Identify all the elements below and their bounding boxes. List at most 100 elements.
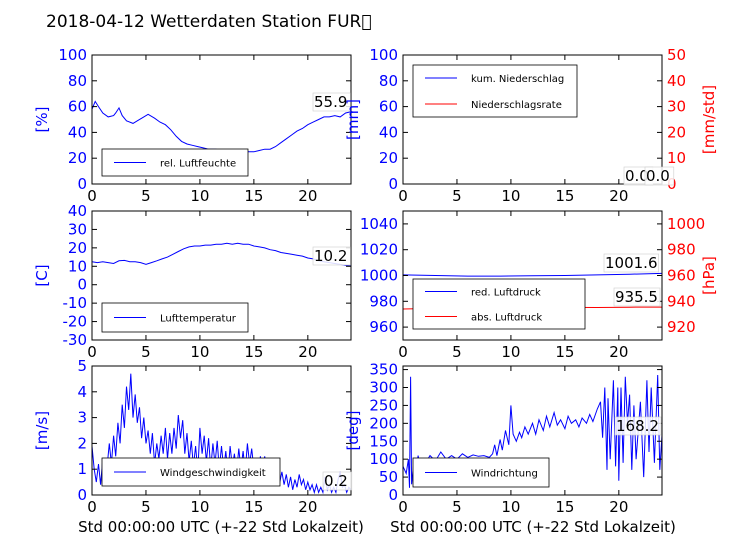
y-tick-label: 0 (77, 486, 87, 504)
y-tick-label: 250 (369, 396, 398, 414)
y-tick-label: 300 (369, 379, 398, 397)
x-tick-label: 20 (298, 343, 317, 361)
y-tick-label: 2 (77, 434, 87, 452)
legend-label: rel. Luftfeuchte (160, 159, 236, 170)
panel-windspeed: 0 5 10 15 20 0 1 2 3 4 5 [m/s] 0.2 Windgeschwindigkei… (33, 357, 353, 516)
x-tick-label: 15 (244, 498, 263, 516)
y-tick-label: 100 (369, 46, 398, 64)
y-tick-label: 50 (379, 468, 398, 486)
x-tick-label: 10 (190, 343, 209, 361)
y-tick-label: 1040 (360, 215, 398, 233)
panel-precipitation: 0510152002040608010001020304050[mm][mm/s… (344, 46, 718, 205)
legend-label: red. Luftdruck (471, 288, 541, 299)
y-tick-label: 5 (77, 357, 87, 375)
y-axis-label: [mm] (344, 99, 362, 140)
series-line-windrichtung (403, 374, 662, 488)
y-tick-label: 40 (68, 202, 87, 220)
footer-label-right: Std 00:00:00 UTC (+-22 Std Lokalzeit) (390, 518, 676, 536)
x-tick-label: 5 (141, 498, 151, 516)
value-label-bg (613, 287, 661, 307)
x-tick-label: 0 (87, 343, 97, 361)
value-label: 55.9 (314, 93, 347, 111)
series-group (403, 374, 662, 488)
y-tick-label: 960 (369, 318, 398, 336)
y-right-tick-label: 40 (667, 72, 686, 90)
legend-label: Windgeschwindigkeit (160, 468, 266, 479)
series-line-lufttemperatur (92, 242, 351, 267)
y-axis-label: [C] (33, 264, 51, 286)
series-line-red-luftdruck (403, 272, 662, 277)
panel-temperature: 0 5 10 15 20-30-20-10010203040[C]10.2Lufttem… (33, 202, 352, 361)
y-tick-label: 150 (369, 432, 398, 450)
y-right-tick-label: 1000 (667, 215, 705, 233)
series-group (92, 373, 351, 495)
x-tick-label: 20 (298, 498, 317, 516)
x-tick-label: 20 (609, 343, 628, 361)
panel-humidity: 0 5 10 15 20 0 20 40 60 80 100 [%] 55.9 rel. Luftfeuc… (33, 46, 352, 205)
y-tick-label: 1020 (360, 241, 398, 259)
y-tick-label: 980 (369, 292, 398, 310)
value-label-bg (312, 246, 351, 266)
x-tick-label: 15 (244, 187, 263, 205)
plot-frame (91, 54, 352, 185)
plot-frame (91, 210, 352, 341)
x-tick-label: 5 (141, 187, 151, 205)
x-tick-label: 15 (555, 187, 574, 205)
y-tick-label: 80 (379, 72, 398, 90)
y-tick-label: 40 (68, 123, 87, 141)
y-tick-label: 20 (68, 149, 87, 167)
value-label-bg (322, 471, 353, 491)
plot-frame (402, 365, 663, 496)
y-right-tick-label: 50 (667, 46, 686, 64)
legend-label: kum. Niederschlag (471, 74, 564, 85)
value-label: 935.5 (615, 288, 658, 306)
x-tick-label: 0 (398, 498, 408, 516)
y-tick-label: 0 (77, 276, 87, 294)
plot-frame (402, 54, 663, 185)
value-label: 1001.6 (605, 254, 658, 272)
y-right-tick-label: 940 (667, 292, 696, 310)
x-tick-label: 5 (452, 187, 462, 205)
y-axis-label: [%] (33, 107, 51, 133)
y-tick-label: 100 (369, 450, 398, 468)
x-tick-label: 15 (555, 343, 574, 361)
plot-frame (91, 365, 352, 496)
value-label: 0.0 (625, 167, 649, 185)
y-tick-label: 20 (379, 149, 398, 167)
x-tick-label: 0 (398, 187, 408, 205)
x-tick-label: 5 (452, 343, 462, 361)
legend-label: abs. Luftdruck (471, 313, 542, 324)
x-tick-label: 10 (190, 498, 209, 516)
value-label: 0.2 (324, 472, 348, 490)
x-tick-label: 10 (501, 187, 520, 205)
x-tick-label: 10 (501, 343, 520, 361)
y-right-tick-label: 920 (667, 318, 696, 336)
y-tick-label: 4 (77, 383, 87, 401)
value-label-bg (603, 253, 659, 273)
value-label-bg (312, 92, 351, 112)
y-right-tick-label: 960 (667, 267, 696, 285)
legend-label: Windrichtung (471, 469, 538, 480)
panel-pressure: 0 5 10 15 20 960 980 1000 1020 1040 920 940 960 980 10… (360, 210, 718, 361)
y-tick-label: 0 (77, 175, 87, 193)
x-tick-label: 20 (298, 187, 317, 205)
x-tick-label: 10 (501, 498, 520, 516)
y-tick-label: -20 (63, 313, 88, 331)
value-label: 168.2 (616, 417, 659, 435)
y-tick-label: -10 (63, 294, 88, 312)
y-tick-label: 100 (58, 46, 87, 64)
value-label: 0.0 (646, 167, 670, 185)
x-tick-label: 0 (398, 343, 408, 361)
y-axis-label-right: [mm/std] (700, 85, 718, 154)
value-label-bg (614, 416, 662, 436)
legend-box (412, 64, 578, 118)
y-tick-label: 60 (379, 98, 398, 116)
figure-title: 2018-04-12 Wetterdaten Station FUR  (46, 12, 372, 32)
y-tick-label: 30 (68, 220, 87, 238)
y-axis-label-right: [hPa] (700, 256, 718, 295)
x-tick-label: 5 (452, 498, 462, 516)
value-label-bg (644, 166, 675, 186)
